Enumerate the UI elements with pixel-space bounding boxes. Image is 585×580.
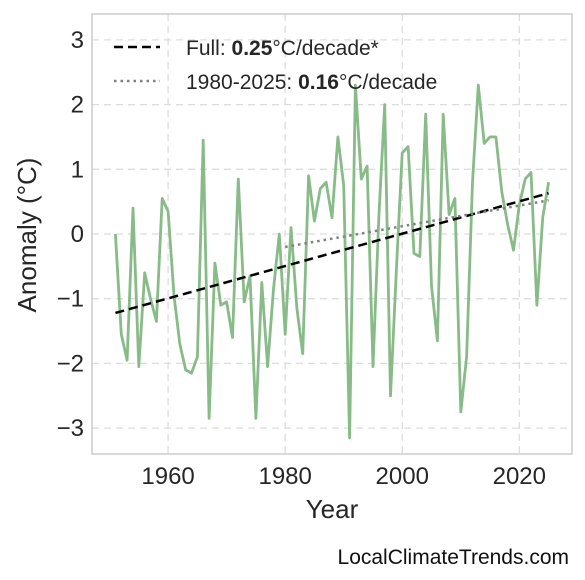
legend-recent-suffix: °C/decade — [339, 71, 437, 94]
legend-recent-value: 0.16 — [298, 71, 339, 94]
y-tick-label: 1 — [71, 156, 84, 183]
x-tick-label: 2020 — [493, 463, 546, 490]
y-tick-labels: −3 −2 −1 0 1 2 3 — [57, 27, 84, 442]
legend-recent-label: 1980-2025: 0.16°C/decade — [186, 71, 437, 94]
y-tick-label: −2 — [57, 350, 84, 377]
x-tick-label: 1980 — [258, 463, 311, 490]
legend: Full: 0.25°C/decade* 1980-2025: 0.16°C/d… — [114, 37, 437, 94]
y-tick-label: 2 — [71, 92, 84, 119]
legend-full-suffix: °C/decade* — [272, 37, 378, 60]
trend-layer — [115, 192, 549, 315]
anomaly-series-line — [114, 83, 550, 440]
x-tick-label: 2000 — [376, 463, 429, 490]
x-tick-labels: 1960 1980 2000 2020 — [141, 463, 546, 490]
y-axis-label: Anomaly (°C) — [12, 158, 42, 313]
series-layer — [114, 83, 550, 440]
legend-full-label: Full: 0.25°C/decade* — [186, 37, 379, 60]
y-tick-label: −3 — [57, 415, 84, 442]
legend-recent-prefix: 1980-2025: — [186, 71, 298, 94]
x-axis-label: Year — [306, 494, 359, 524]
plot-frame — [91, 13, 573, 455]
recent-trend-line — [284, 199, 549, 249]
legend-full-value: 0.25 — [232, 37, 273, 60]
y-tick-label: 0 — [71, 221, 84, 248]
y-tick-label: 3 — [71, 27, 84, 54]
full-trend-line — [115, 192, 549, 315]
attribution: LocalClimateTrends.com — [337, 546, 569, 569]
legend-full-prefix: Full: — [186, 37, 232, 60]
x-tick-label: 1960 — [141, 463, 194, 490]
y-tick-label: −1 — [57, 286, 84, 313]
